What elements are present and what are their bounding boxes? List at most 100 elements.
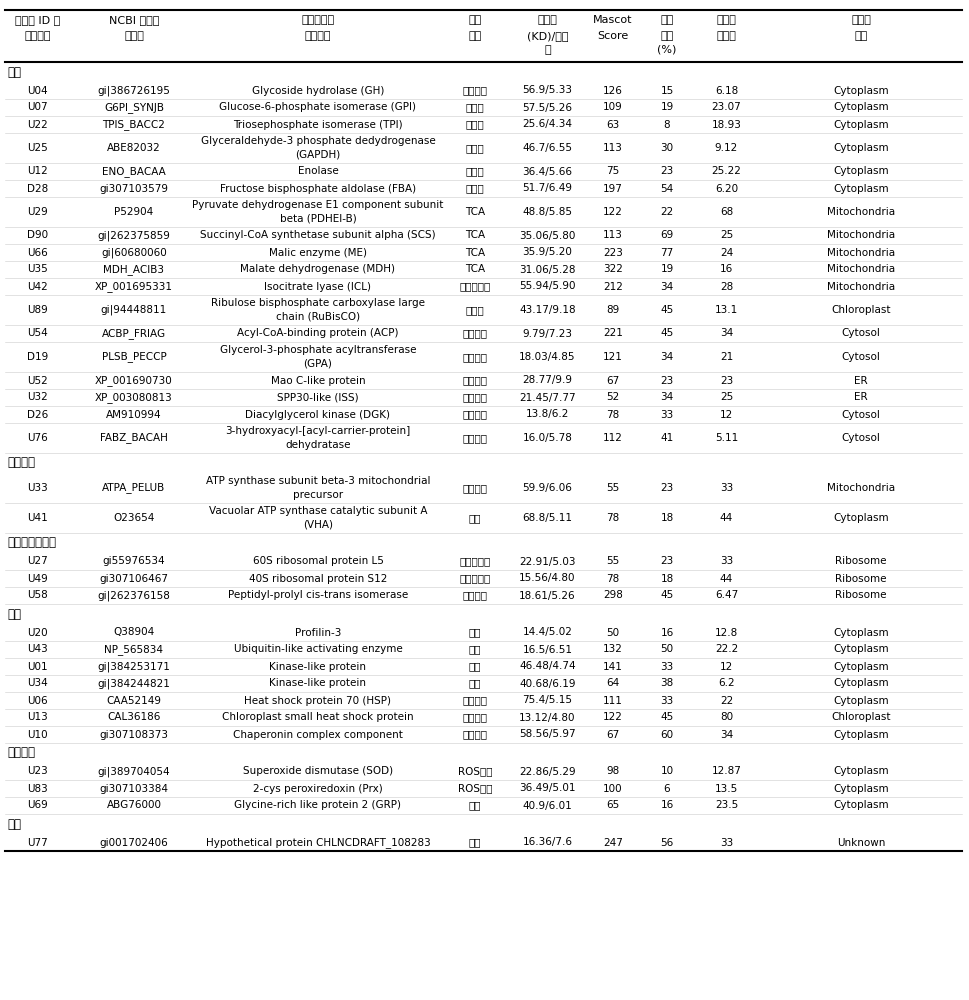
Text: 113: 113 xyxy=(603,143,622,153)
Text: 12: 12 xyxy=(719,662,733,672)
Text: U41: U41 xyxy=(27,513,47,523)
Text: 121: 121 xyxy=(603,352,622,362)
Text: 转运: 转运 xyxy=(468,513,481,523)
Text: 糖酵解: 糖酵解 xyxy=(465,103,484,112)
Text: Isocitrate lyase (ICL): Isocitrate lyase (ICL) xyxy=(265,282,371,292)
Text: XP_003080813: XP_003080813 xyxy=(95,392,172,403)
Text: 6.18: 6.18 xyxy=(714,86,737,96)
Text: 212: 212 xyxy=(603,282,622,292)
Text: 45: 45 xyxy=(660,328,672,338)
Text: Cytoplasm: Cytoplasm xyxy=(832,678,888,688)
Text: 25: 25 xyxy=(719,392,733,402)
Text: 定位: 定位 xyxy=(854,31,866,41)
Text: 34: 34 xyxy=(660,282,672,292)
Text: Mitochondria: Mitochondria xyxy=(827,247,894,257)
Text: Superoxide dismutase (SOD): Superoxide dismutase (SOD) xyxy=(242,766,392,776)
Text: U27: U27 xyxy=(27,556,47,566)
Text: ABG76000: ABG76000 xyxy=(107,800,161,810)
Text: gi|384244821: gi|384244821 xyxy=(98,678,171,689)
Text: 9.79/7.23: 9.79/7.23 xyxy=(522,328,572,338)
Text: U77: U77 xyxy=(27,838,47,848)
Text: Hypothetical protein CHLNCDRAFT_108283: Hypothetical protein CHLNCDRAFT_108283 xyxy=(205,837,430,848)
Text: 能量转运: 能量转运 xyxy=(7,456,35,470)
Text: 41: 41 xyxy=(660,433,672,443)
Text: U12: U12 xyxy=(27,166,47,176)
Text: 蛋白质合成: 蛋白质合成 xyxy=(459,556,490,566)
Text: 压迫反应: 压迫反应 xyxy=(462,712,487,722)
Text: 132: 132 xyxy=(603,645,622,654)
Text: 18: 18 xyxy=(660,574,672,584)
Text: Succinyl-CoA synthetase subunit alpha (SCS): Succinyl-CoA synthetase subunit alpha (S… xyxy=(200,231,435,240)
Text: Glycine-rich like protein 2 (GRP): Glycine-rich like protein 2 (GRP) xyxy=(234,800,401,810)
Text: 223: 223 xyxy=(603,247,622,257)
Text: 12.87: 12.87 xyxy=(711,766,740,776)
Text: 34: 34 xyxy=(660,352,672,362)
Text: 25.22: 25.22 xyxy=(711,166,740,176)
Text: XP_001695331: XP_001695331 xyxy=(95,281,172,292)
Text: 12.8: 12.8 xyxy=(714,628,737,638)
Text: 111: 111 xyxy=(603,696,622,706)
Text: 能量代谢: 能量代谢 xyxy=(462,483,487,493)
Text: Profilin-3: Profilin-3 xyxy=(295,628,341,638)
Text: 6.47: 6.47 xyxy=(714,590,737,600)
Text: Enolase: Enolase xyxy=(297,166,338,176)
Text: 防御: 防御 xyxy=(468,800,481,810)
Text: 油脂合成: 油脂合成 xyxy=(462,328,487,338)
Text: 28.77/9.9: 28.77/9.9 xyxy=(522,375,572,385)
Text: 51.7/6.49: 51.7/6.49 xyxy=(522,184,572,194)
Text: U58: U58 xyxy=(27,590,47,600)
Text: 22.91/5.03: 22.91/5.03 xyxy=(518,556,576,566)
Text: 63: 63 xyxy=(606,119,619,129)
Text: 247: 247 xyxy=(603,838,622,848)
Text: Cytoplasm: Cytoplasm xyxy=(832,645,888,654)
Text: 35.06/5.80: 35.06/5.80 xyxy=(518,231,575,240)
Text: 蛋白质合成: 蛋白质合成 xyxy=(459,574,490,584)
Text: 23: 23 xyxy=(660,483,672,493)
Text: 淀粉代谢: 淀粉代谢 xyxy=(462,86,487,96)
Text: 50: 50 xyxy=(606,628,619,638)
Text: Cytoplasm: Cytoplasm xyxy=(832,86,888,96)
Text: 9.12: 9.12 xyxy=(714,143,737,153)
Text: D90: D90 xyxy=(27,231,48,240)
Text: Acyl-CoA-binding protein (ACP): Acyl-CoA-binding protein (ACP) xyxy=(237,328,398,338)
Text: Chloroplast small heat shock protein: Chloroplast small heat shock protein xyxy=(222,712,414,722)
Text: Malate dehydrogenase (MDH): Malate dehydrogenase (MDH) xyxy=(240,264,395,274)
Text: gi|60680060: gi|60680060 xyxy=(101,247,167,258)
Text: 调控: 调控 xyxy=(468,662,481,672)
Text: Diacylglycerol kinase (DGK): Diacylglycerol kinase (DGK) xyxy=(245,410,391,420)
Text: 调控: 调控 xyxy=(7,607,21,620)
Text: 34: 34 xyxy=(719,730,733,740)
Text: 75: 75 xyxy=(606,166,619,176)
Text: 55.94/5.90: 55.94/5.90 xyxy=(518,282,576,292)
Text: U66: U66 xyxy=(27,247,47,257)
Text: 55: 55 xyxy=(606,556,619,566)
Text: Vacuolar ATP synthase catalytic subunit A
(VHA): Vacuolar ATP synthase catalytic subunit … xyxy=(208,506,426,530)
Text: U29: U29 xyxy=(27,207,47,217)
Text: Cytoplasm: Cytoplasm xyxy=(832,184,888,194)
Text: U06: U06 xyxy=(27,696,47,706)
Text: 69: 69 xyxy=(660,231,672,240)
Text: Cytoplasm: Cytoplasm xyxy=(832,628,888,638)
Text: 18.03/4.85: 18.03/4.85 xyxy=(518,352,576,362)
Text: U43: U43 xyxy=(27,645,47,654)
Text: 碳固定: 碳固定 xyxy=(465,305,484,315)
Text: ATP synthase subunit beta-3 mitochondrial
precursor: ATP synthase subunit beta-3 mitochondria… xyxy=(205,476,430,500)
Text: 34: 34 xyxy=(660,392,672,402)
Text: 6.2: 6.2 xyxy=(717,678,735,688)
Text: 16: 16 xyxy=(660,800,672,810)
Text: 45: 45 xyxy=(660,305,672,315)
Text: 压迫防御: 压迫防御 xyxy=(7,746,35,760)
Text: Q38904: Q38904 xyxy=(113,628,154,638)
Text: P52904: P52904 xyxy=(114,207,153,217)
Text: 78: 78 xyxy=(606,574,619,584)
Text: 78: 78 xyxy=(606,513,619,523)
Text: 23: 23 xyxy=(719,375,733,385)
Text: XP_001690730: XP_001690730 xyxy=(95,375,172,386)
Text: Kinase-like protein: Kinase-like protein xyxy=(269,678,366,688)
Text: U23: U23 xyxy=(27,766,47,776)
Text: ROS清除: ROS清除 xyxy=(457,784,491,794)
Text: (%): (%) xyxy=(657,45,676,55)
Text: 13.12/4.80: 13.12/4.80 xyxy=(518,712,576,722)
Text: U69: U69 xyxy=(27,800,47,810)
Text: 322: 322 xyxy=(603,264,622,274)
